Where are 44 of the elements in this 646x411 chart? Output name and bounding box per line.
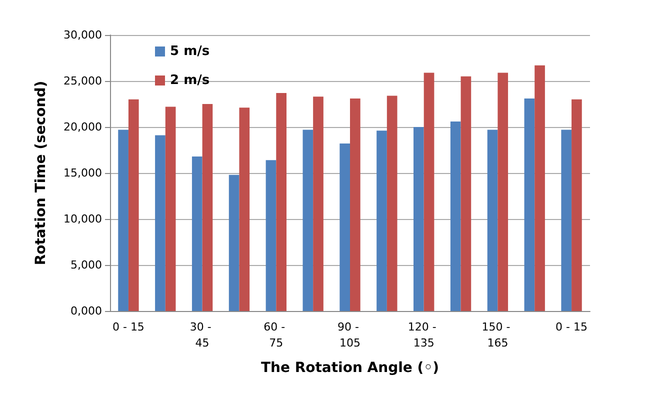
bar bbox=[524, 98, 535, 311]
bar bbox=[313, 96, 324, 311]
bar bbox=[266, 160, 276, 311]
bar bbox=[276, 92, 286, 311]
y-axis-title: Rotation Time (second) bbox=[33, 80, 49, 266]
bar bbox=[498, 72, 508, 311]
y-tick-label: 30,000 bbox=[64, 28, 102, 42]
bar bbox=[424, 72, 434, 311]
bar bbox=[561, 130, 572, 311]
y-tick-label: 0,000 bbox=[70, 304, 102, 318]
bar bbox=[192, 156, 202, 311]
y-tick-label: 15,000 bbox=[64, 166, 102, 180]
y-tick-label: 5,000 bbox=[70, 258, 102, 272]
bar bbox=[450, 121, 461, 311]
bar bbox=[376, 130, 387, 311]
x-tick-label: 90 - 105 bbox=[338, 320, 362, 350]
bar bbox=[239, 108, 250, 311]
bar bbox=[128, 99, 139, 311]
x-tick-label: 120 - 135 bbox=[408, 320, 440, 350]
bar bbox=[228, 174, 240, 311]
bar bbox=[340, 144, 350, 311]
x-tick-label: 0 - 15 bbox=[556, 320, 588, 334]
bar bbox=[350, 98, 360, 311]
legend-label: 2 m/s bbox=[170, 73, 210, 88]
bar bbox=[165, 106, 176, 311]
y-tick-label: 10,000 bbox=[64, 212, 102, 226]
x-tick-label: 60 - 75 bbox=[264, 320, 289, 350]
bar bbox=[386, 96, 398, 311]
legend-label: 5 m/s bbox=[170, 44, 210, 59]
bar bbox=[202, 104, 213, 311]
bar bbox=[155, 135, 166, 311]
bar bbox=[487, 130, 498, 311]
bar bbox=[572, 99, 582, 311]
x-tick-label: 30 - 45 bbox=[190, 320, 215, 350]
x-tick-label: 0 - 15 bbox=[112, 320, 144, 334]
bar bbox=[302, 130, 314, 311]
x-axis-title: The Rotation Angle (◦) bbox=[260, 360, 440, 376]
bar bbox=[414, 127, 424, 311]
x-tick-label: 150 - 165 bbox=[482, 320, 514, 350]
bar bbox=[534, 65, 545, 311]
y-tick-label: 25,000 bbox=[64, 74, 102, 88]
y-tick-label: 20,000 bbox=[64, 120, 102, 134]
bar bbox=[118, 130, 128, 311]
bar bbox=[460, 76, 472, 311]
